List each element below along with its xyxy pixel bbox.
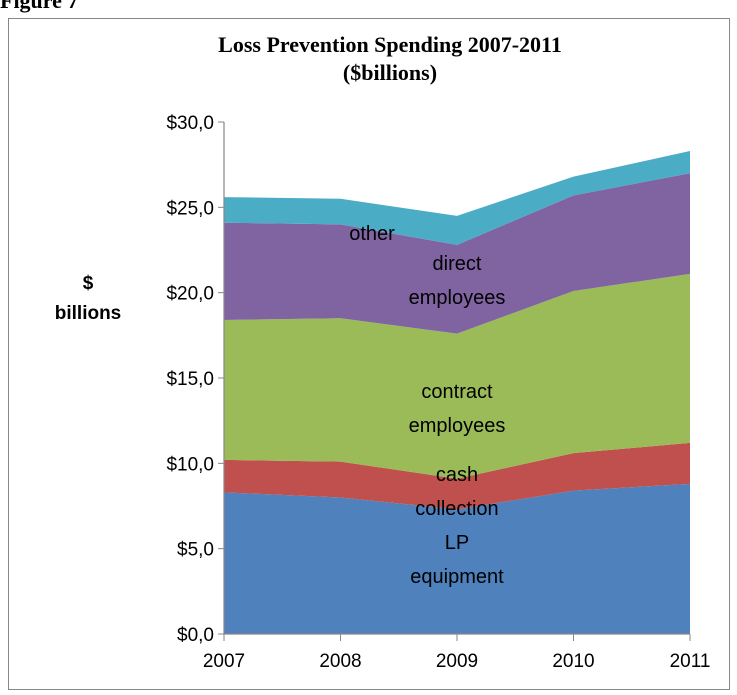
x-tick-label: 2011 bbox=[670, 651, 711, 672]
y-axis-label-line: $ bbox=[83, 273, 94, 294]
chart-subtitle: ($billions) bbox=[343, 60, 437, 85]
chart-title: Loss Prevention Spending 2007-2011 bbox=[218, 32, 562, 57]
y-tick-label: $25,0 bbox=[166, 198, 214, 219]
y-tick-label: $0,0 bbox=[177, 625, 214, 646]
y-tick-label: $30,0 bbox=[166, 113, 214, 134]
y-tick-label: $20,0 bbox=[166, 284, 214, 305]
y-axis-label-line: billions bbox=[55, 303, 122, 324]
x-tick-label: 2007 bbox=[203, 651, 245, 672]
y-tick-label: $15,0 bbox=[166, 369, 214, 390]
series-label-line: direct bbox=[433, 253, 482, 275]
y-tick-label: $5,0 bbox=[177, 540, 214, 561]
area-series-group bbox=[224, 151, 690, 634]
series-labels-group: LP equipment cash collection contract employe… bbox=[349, 223, 505, 588]
series-label-line: collection bbox=[415, 498, 498, 520]
series-label-line: contract bbox=[421, 381, 493, 403]
series-label-line: LP bbox=[445, 532, 469, 554]
y-axis-label-group: $ billions bbox=[55, 273, 122, 324]
series-label-line: cash bbox=[436, 464, 478, 486]
x-tick-label: 2010 bbox=[552, 651, 594, 672]
area-other bbox=[224, 151, 690, 245]
area-contract-employees bbox=[224, 273, 690, 479]
axes-group: $0,0 $5,0 $10,0 $15,0 $20,0 $25,0 $30,0 2007 200… bbox=[166, 113, 710, 672]
x-tick-label: 2009 bbox=[436, 651, 478, 672]
series-label-line: equipment bbox=[410, 566, 504, 588]
series-label-line: employees bbox=[409, 287, 506, 309]
series-label-line: other bbox=[349, 223, 395, 245]
y-tick-label: $10,0 bbox=[166, 454, 214, 475]
series-label-line: employees bbox=[409, 415, 506, 437]
area-direct-employees bbox=[224, 173, 690, 334]
figure-label: Figure 7 bbox=[0, 0, 79, 13]
area-LP-equipment bbox=[224, 483, 690, 634]
x-tick-label: 2008 bbox=[319, 651, 361, 672]
area-cash-collection bbox=[224, 442, 690, 510]
